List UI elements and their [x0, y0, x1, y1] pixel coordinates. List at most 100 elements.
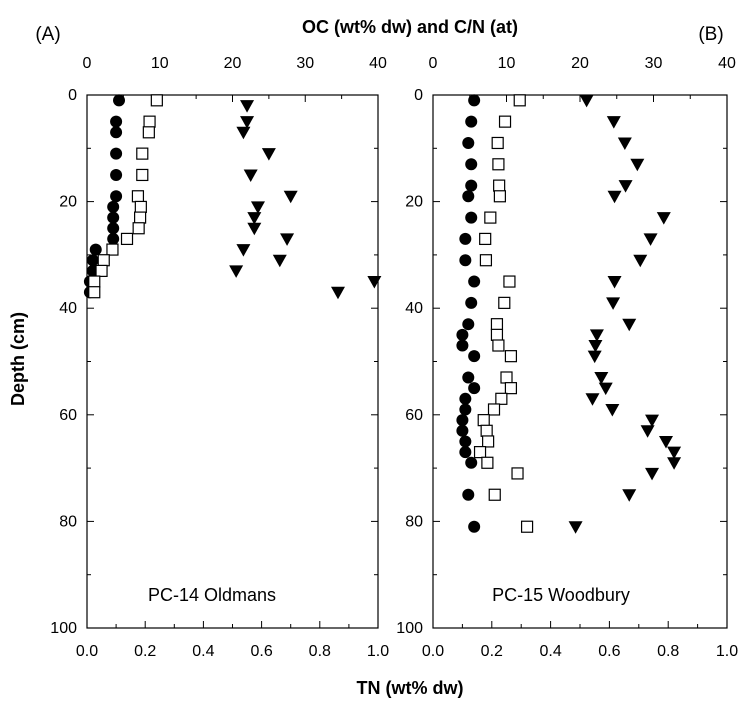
panel-b-top-tick-label: 20 — [571, 55, 589, 72]
panel-a-bottom-tick-label: 0.8 — [309, 643, 331, 660]
panel-b-oc-point — [490, 328, 504, 341]
panel-a-tn-point — [113, 94, 126, 107]
panel-b-cn-point — [658, 435, 673, 449]
panel-b-cn-point — [656, 212, 671, 225]
panel-a-letter: (A) — [35, 24, 60, 45]
panel-b-cn-point — [618, 180, 633, 193]
panel-b-axes: 0 20 40 60 80 100 0.0 0.2 0.4 0.6 0.8 1.0 0 10 20 30 40 — [396, 55, 738, 660]
panel-b-oc-point — [491, 136, 504, 150]
panel-a-oc-point — [136, 168, 149, 182]
panel-b-tn-point — [456, 339, 469, 352]
panel-a-oc-point — [142, 126, 155, 139]
panel-b-cn-point — [589, 329, 604, 342]
panel-b-oc-point — [481, 456, 494, 469]
panel-a-oc-point — [95, 264, 108, 277]
panel-a-tn-point — [110, 147, 123, 160]
panel-b-marks — [456, 94, 682, 534]
panel-b-letter: (B) — [698, 24, 723, 45]
panel-a-oc-point — [136, 147, 149, 160]
panel-b-tn-point — [462, 318, 475, 331]
panel-b-cn-point — [617, 137, 632, 150]
panel-b-cn-point — [607, 276, 622, 289]
panel-b-bottom-tick-label: 1.0 — [716, 643, 738, 660]
panel-a-top-tick-label: 20 — [224, 55, 242, 72]
panel-a-cn-point — [280, 233, 295, 246]
panel-b-top-tick-label: 30 — [645, 55, 663, 72]
panel-b-frame — [432, 94, 728, 629]
panel-b-oc-point — [504, 382, 518, 395]
panel-b-tn-point — [465, 296, 478, 309]
panel-b-bottom-tick-label: 0.0 — [422, 643, 444, 660]
panel-b-cn-point — [622, 489, 637, 502]
panel-a-bottom-tick-label: 0.2 — [134, 643, 156, 660]
panel-a-cn-point — [236, 244, 251, 257]
panel-b-tn-point — [462, 488, 475, 501]
panel-b-tn-point — [465, 179, 478, 192]
panel-b-tn-point — [462, 136, 475, 149]
panel-a-bottom-tick-label: 0.0 — [76, 643, 98, 660]
panel-b-cn-point — [579, 94, 594, 108]
panel-a-bottom-tick-label: 1.0 — [367, 643, 389, 660]
panel-a-y-tick-label: 20 — [59, 194, 77, 211]
panel-b-tn-point — [459, 403, 472, 416]
panel-a-tn-point — [107, 222, 120, 235]
panel-b-oc-point — [492, 339, 505, 352]
panel-b-oc-point — [498, 115, 512, 128]
panel-b-cn-point — [588, 340, 603, 353]
panel-a-tn-point — [107, 211, 120, 224]
panel-b-cn-point — [606, 116, 621, 129]
panel-b-site-label: PC-15 Woodbury — [492, 585, 630, 605]
panel-a-oc-point — [131, 190, 145, 203]
panel-b-tn-point — [459, 446, 472, 459]
panel-a-top-tick-label: 0 — [83, 55, 92, 72]
panel-b-oc-point — [513, 94, 526, 107]
panel-a-y-tick-label: 60 — [59, 407, 77, 424]
panel-b-bottom-tick-label: 0.2 — [481, 643, 503, 660]
panel-a-oc-point — [88, 275, 101, 288]
panel-b-oc-point — [473, 446, 487, 459]
panel-b-oc-point — [495, 392, 508, 405]
panel-a-cn-point — [250, 201, 265, 214]
panel-a-y-tick-label: 100 — [50, 620, 77, 637]
top-axis-title: OC (wt% dw) and C/N (at) — [302, 17, 518, 37]
panel-b-cn-point — [585, 393, 600, 406]
panel-a-oc-point — [97, 254, 110, 267]
panel-b-top-tick-label: 10 — [498, 55, 516, 72]
panel-b-cn-point — [667, 457, 682, 470]
panel-a-tn-point — [107, 200, 120, 213]
panel-b-tn-point — [468, 520, 481, 533]
panel-b-tn-point — [465, 115, 478, 128]
panel-a-top-tick-label: 40 — [369, 55, 387, 72]
panel-b-cn-point — [605, 403, 620, 417]
panel-b-cn-point — [587, 350, 602, 364]
panel-b-tn-point — [462, 190, 475, 203]
panel-b-oc-point — [488, 488, 501, 501]
panel-b-oc-point — [477, 414, 490, 427]
panel-a-oc-point — [106, 243, 119, 256]
panel-b-cn-point — [645, 414, 660, 428]
panel-b-tn-point — [459, 232, 472, 245]
panel-b-cn-point — [633, 254, 648, 268]
panel-b-bottom-tick-label: 0.6 — [598, 643, 620, 660]
panel-b-tn-point — [468, 94, 481, 107]
panel-b-bottom-tick-label: 0.8 — [657, 643, 679, 660]
panel-a-top-tick-label: 10 — [151, 55, 169, 72]
panel-b-tn-point — [468, 275, 481, 288]
panel-b-y-tick-label: 40 — [405, 300, 423, 317]
panel-b-oc-point — [484, 211, 497, 224]
panel-a-cn-point — [367, 276, 382, 289]
panel-a-tn-point — [89, 243, 102, 256]
panel-a-tn-point — [110, 168, 123, 181]
panel-b-tn-point — [459, 254, 472, 267]
panel-b-oc-point — [520, 520, 534, 533]
panel-a-tn-point — [110, 190, 123, 203]
panel-a-tn-point — [86, 254, 99, 267]
panel-a-oc-point — [88, 286, 101, 299]
panel-b-oc-point — [503, 275, 516, 288]
panel-b-cn-point — [598, 382, 613, 396]
panel-b-oc-point — [487, 403, 501, 416]
panel-b-cn-point — [645, 467, 660, 481]
panel-a-frame — [86, 94, 379, 629]
